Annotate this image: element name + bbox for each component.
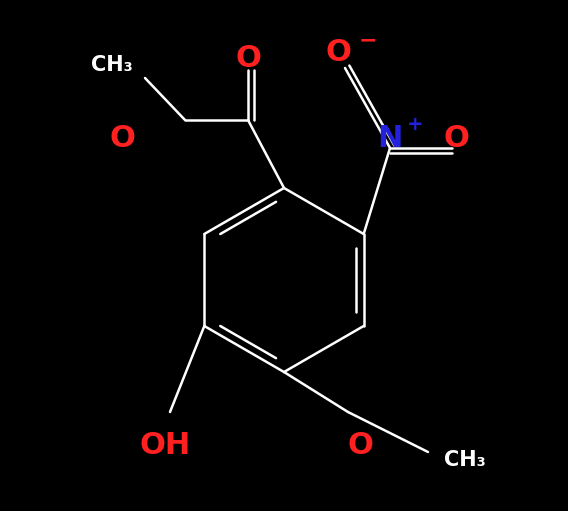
Text: O: O xyxy=(443,124,469,152)
Text: CH₃: CH₃ xyxy=(91,55,133,75)
Text: CH₃: CH₃ xyxy=(444,450,486,470)
Text: O: O xyxy=(109,124,135,152)
Text: O: O xyxy=(347,430,373,459)
Text: N: N xyxy=(377,124,403,152)
Text: −: − xyxy=(358,30,377,50)
Text: OH: OH xyxy=(139,430,191,459)
Text: O: O xyxy=(235,43,261,73)
Text: +: + xyxy=(407,114,423,133)
Text: O: O xyxy=(325,37,351,66)
